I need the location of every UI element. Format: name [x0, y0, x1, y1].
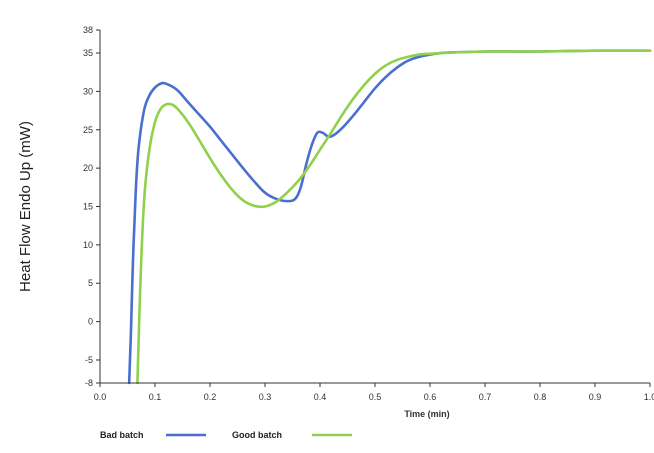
x-tick-label: 0.5	[369, 392, 382, 402]
series-line-bad-batch	[127, 49, 652, 385]
x-axis-ticks: 0.0 0.1 0.2 0.3 0.4 0.5 0.6 0.7 0.8 0.9 1.0	[94, 383, 654, 402]
legend-label: Bad batch	[100, 430, 144, 440]
series-line-good-batch	[136, 49, 652, 385]
x-tick-label: 0.7	[479, 392, 492, 402]
x-axis-title: Time (min)	[404, 409, 449, 419]
x-tick-label: 1.0	[644, 392, 654, 402]
y-tick-label: 20	[83, 163, 93, 173]
y-tick-label: 15	[83, 202, 93, 212]
x-tick-label: 0.6	[424, 392, 437, 402]
y-axis-title: Heat Flow Endo Up (mW)	[17, 121, 34, 292]
legend: Bad batch Good batch	[100, 430, 352, 440]
x-tick-label: 0.2	[204, 392, 217, 402]
plot-area	[127, 49, 652, 385]
y-tick-label: -5	[85, 355, 93, 365]
y-tick-label: 5	[88, 278, 93, 288]
y-tick-label: -8	[85, 378, 93, 388]
y-tick-label: 0	[88, 317, 93, 327]
y-tick-label: 25	[83, 125, 93, 135]
y-tick-label: 30	[83, 86, 93, 96]
x-tick-label: 0.8	[534, 392, 547, 402]
x-tick-label: 0.3	[259, 392, 272, 402]
x-tick-label: 0.1	[149, 392, 162, 402]
y-tick-label: 10	[83, 240, 93, 250]
x-tick-label: 0.4	[314, 392, 327, 402]
x-tick-label: 0.0	[94, 392, 107, 402]
legend-label: Good batch	[232, 430, 282, 440]
y-tick-label: 38	[83, 25, 93, 35]
x-tick-label: 0.9	[589, 392, 602, 402]
y-tick-label: 35	[83, 48, 93, 58]
y-axis-ticks: -8 -5 0 5 10 15 20 25 30 35 38	[83, 25, 100, 388]
